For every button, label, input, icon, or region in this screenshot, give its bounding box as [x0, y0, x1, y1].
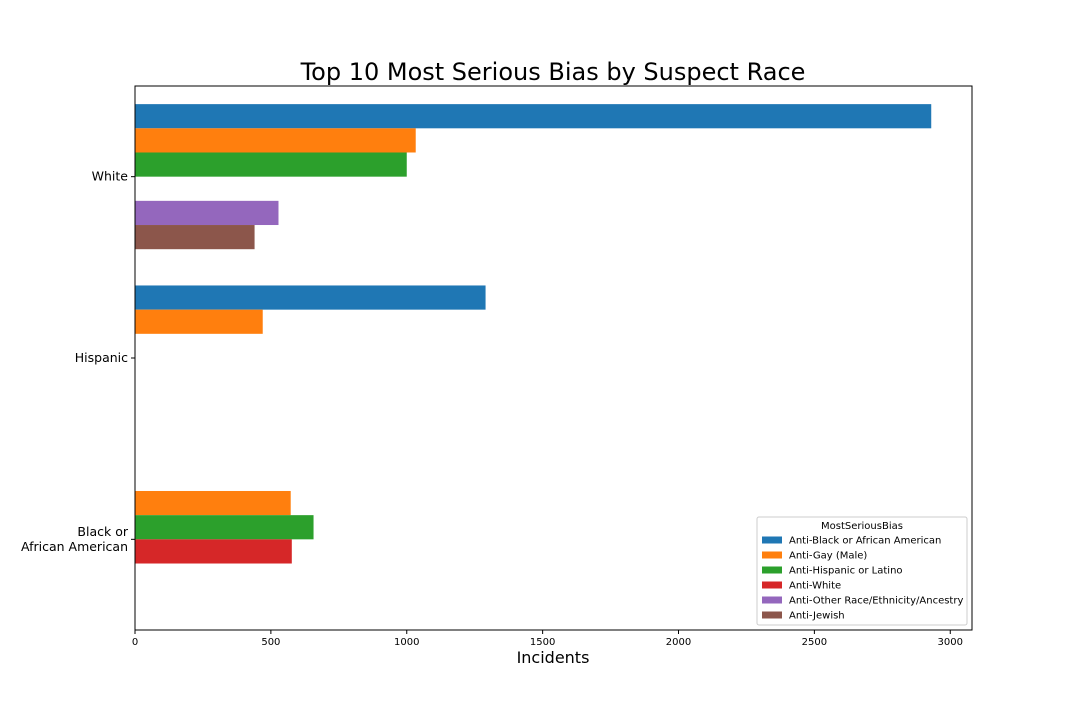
legend-items: Anti-Black or African American Anti-Gay (…: [762, 536, 963, 622]
legend-title: MostSeriousBias: [821, 521, 903, 532]
legend-swatch-0: [762, 536, 782, 544]
bar-1-2: [135, 490, 291, 516]
legend-swatch-3: [762, 581, 782, 589]
y-tick-label-0: White: [92, 169, 129, 184]
bar-0-0: [135, 104, 932, 129]
legend-label-5: Anti-Jewish: [789, 611, 845, 622]
bar-3-2: [135, 539, 292, 564]
bars-layer: [135, 104, 932, 564]
legend-label-3: Anti-White: [789, 581, 841, 592]
bar-2-0: [135, 152, 407, 177]
x-tick-label-3: 1500: [530, 637, 555, 648]
x-axis-label: Incidents: [517, 648, 590, 667]
legend-label-2: Anti-Hispanic or Latino: [789, 566, 903, 577]
legend-box: [756, 516, 968, 626]
legend-swatch-5: [762, 611, 782, 619]
x-tick-label-4: 2000: [666, 637, 691, 648]
bar-2-2: [135, 515, 314, 540]
legend-swatch-2: [762, 566, 782, 574]
x-tick-label-0: 0: [132, 637, 138, 648]
y-axis-ticks: White Hispanic Black or African American: [21, 169, 135, 554]
legend-label-1: Anti-Gay (Male): [789, 551, 867, 562]
x-tick-label-2: 1000: [394, 637, 419, 648]
legend-swatch-1: [762, 551, 782, 559]
bar-1-1: [135, 309, 263, 334]
x-tick-label-1: 500: [261, 637, 280, 648]
bar-1-0: [135, 128, 416, 153]
x-axis-ticks: 0 500 1000 1500 2000 2500 3000: [132, 630, 963, 648]
bar-0-1: [135, 285, 486, 310]
x-tick-label-5: 2500: [802, 637, 827, 648]
bar-4-0: [135, 200, 279, 226]
legend-swatch-4: [762, 596, 782, 604]
legend-label-0: Anti-Black or African American: [789, 536, 941, 547]
chart-title: Top 10 Most Serious Bias by Suspect Race: [300, 58, 806, 86]
y-tick-label-1: Hispanic: [75, 350, 128, 365]
legend-label-4: Anti-Other Race/Ethnicity/Ancestry: [789, 596, 963, 607]
x-tick-label-6: 3000: [938, 637, 963, 648]
y-tick-label-2: Black or African American: [21, 524, 129, 554]
bar-5-0: [135, 225, 255, 250]
legend: MostSeriousBias Anti-Black or African Am…: [756, 516, 968, 626]
